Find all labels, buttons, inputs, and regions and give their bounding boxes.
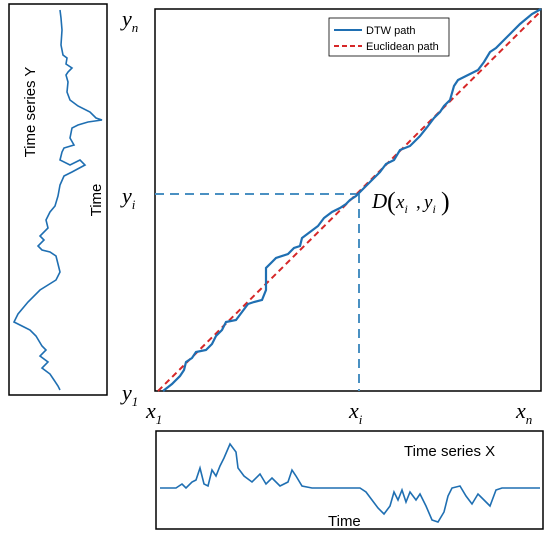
label-x-n: xn (515, 398, 532, 427)
legend-box (328, 17, 450, 57)
legend-dtw-label: DTW path (366, 25, 416, 37)
svg-text:(: ( (387, 187, 396, 216)
main-panel-frame (154, 8, 542, 392)
left-panel-axis-label: Time (88, 184, 105, 217)
point-label-d: D ( xi , yi ) (371, 187, 450, 216)
label-x-i: xi (348, 398, 363, 427)
time-series-x-line (160, 442, 540, 523)
dtw-path (162, 8, 542, 392)
label-y-i: yi (120, 183, 136, 212)
svg-text:): ) (441, 187, 450, 216)
bottom-panel-axis-label: Time (328, 513, 361, 530)
legend: DTW path Euclidean path (328, 17, 450, 57)
left-panel-title: Time series Y (22, 67, 39, 158)
label-y-n: yn (120, 6, 138, 35)
left-panel-frame (8, 3, 108, 396)
bottom-panel-frame (155, 430, 544, 530)
svg-text:yi: yi (422, 192, 436, 216)
time-series-y-line (12, 9, 103, 391)
label-y-1: y1 (120, 380, 138, 409)
svg-text:D: D (371, 189, 387, 213)
label-x-1: x1 (145, 398, 162, 427)
legend-euclid-label: Euclidean path (366, 41, 439, 53)
svg-text:,: , (416, 192, 421, 213)
svg-text:xi: xi (395, 192, 408, 216)
bottom-panel-title: Time series X (404, 443, 495, 460)
